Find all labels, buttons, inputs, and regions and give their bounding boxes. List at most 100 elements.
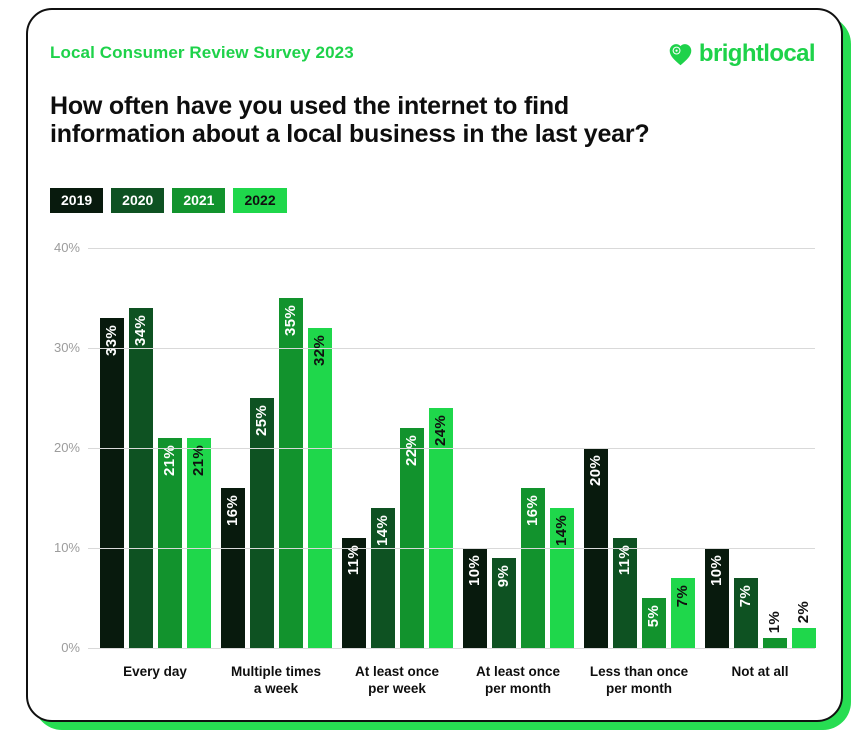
bar-value-label-wrap: 21% xyxy=(187,445,211,476)
bar-value-label: 21% xyxy=(161,445,178,476)
bar-value-label: 25% xyxy=(253,405,270,436)
page-title-line-1: How often have you used the internet to … xyxy=(50,92,569,120)
bar-2022: 21% xyxy=(186,438,211,648)
survey-label: Local Consumer Review Survey 2023 xyxy=(50,43,354,62)
bar-group: 11% 14% 22% 24% xyxy=(341,408,453,648)
bar-2019: 33% xyxy=(99,318,124,648)
bar-2022: 14% xyxy=(549,508,574,648)
bar-2019: 10% xyxy=(704,548,729,648)
bar-value-label: 9% xyxy=(495,565,512,588)
bar-value-label: 22% xyxy=(403,435,420,466)
x-axis-labels: Every day Multiple times a week At least o… xyxy=(88,663,815,697)
bar-2020: 34% xyxy=(128,308,153,648)
bar-2019: 10% xyxy=(462,548,487,648)
heart-pin-icon xyxy=(669,43,692,65)
brand-wordmark: brightlocal xyxy=(698,40,816,67)
bar-value-label-wrap: 2% xyxy=(792,601,816,628)
bar-value-label-wrap: 9% xyxy=(492,565,516,587)
bar-value-label-wrap: 11% xyxy=(342,545,366,575)
chart-legend: 2019 2020 2021 2022 xyxy=(50,188,815,213)
bar-value-label: 1% xyxy=(766,610,783,633)
bar-value-label-wrap: 33% xyxy=(100,325,124,356)
bar-value-label: 21% xyxy=(190,445,207,476)
legend-item-2020: 2020 xyxy=(111,188,165,213)
bar-2020: 9% xyxy=(491,558,516,648)
bar-value-label-wrap: 21% xyxy=(158,445,182,476)
bar-value-label-wrap: 16% xyxy=(521,495,545,526)
bar-value-label: 24% xyxy=(432,415,449,446)
bar-value-label-wrap: 11% xyxy=(613,545,637,575)
bar-value-label: 7% xyxy=(674,585,691,608)
bar-value-label: 35% xyxy=(282,305,299,336)
header: Local Consumer Review Survey 2023 bright… xyxy=(50,40,816,68)
bar-2020: 14% xyxy=(370,508,395,648)
y-axis-tick: 20% xyxy=(53,440,80,455)
plot-area: 33% 34% 21% 21% 16% 25% 35% 32% 11% 14% 22% 24% 10% 9… xyxy=(88,248,816,649)
bar-value-label: 10% xyxy=(708,555,725,586)
bar-2021: 1% xyxy=(762,611,787,648)
bar-groups: 33% 34% 21% 21% 16% 25% 35% 32% 11% 14% 22% 24% 10% 9… xyxy=(88,248,816,648)
bar-value-label-wrap: 10% xyxy=(705,555,729,586)
brand-logo: brightlocal xyxy=(667,40,816,68)
bar-value-label: 33% xyxy=(103,325,120,356)
bar-value-label: 10% xyxy=(466,555,483,586)
bar-value-label: 11% xyxy=(345,545,362,576)
gridline xyxy=(88,348,815,349)
bar-value-label-wrap: 24% xyxy=(429,415,453,446)
bar-value-label: 14% xyxy=(553,515,570,546)
bar-value-label-wrap: 25% xyxy=(250,405,274,436)
bar-2022: 7% xyxy=(670,578,695,648)
bar-value-label-wrap: 1% xyxy=(763,611,787,638)
y-axis-tick: 10% xyxy=(53,540,80,555)
bar-value-label-wrap: 7% xyxy=(671,585,695,607)
y-axis-tick: 0% xyxy=(61,640,80,655)
bar-group: 10% 9% 16% 14% xyxy=(462,488,574,648)
bar-group: 16% 25% 35% 32% xyxy=(220,298,332,648)
category-label: Multiple times a week xyxy=(230,664,321,696)
bar-value-label: 34% xyxy=(132,315,149,346)
category-label: At least once per month xyxy=(475,664,561,696)
bar-value-label: 14% xyxy=(374,515,391,546)
legend-item-2019: 2019 xyxy=(50,188,104,213)
bar-value-label: 32% xyxy=(311,335,328,366)
bar-value-label-wrap: 32% xyxy=(308,335,332,366)
bar-value-label: 5% xyxy=(645,605,662,628)
page-title-line-2: information about a local business in th… xyxy=(50,120,650,148)
bar-2021: 35% xyxy=(278,298,303,648)
bar-value-label: 16% xyxy=(224,495,241,526)
bar-2019: 11% xyxy=(341,538,366,648)
bar-value-label: 11% xyxy=(616,545,633,576)
bar-2020: 25% xyxy=(249,398,274,648)
category-label: Less than once per month xyxy=(589,664,689,696)
bar-value-label-wrap: 34% xyxy=(129,315,153,346)
gridline xyxy=(88,248,815,249)
bar-2021: 16% xyxy=(520,488,545,648)
gridline xyxy=(88,548,815,549)
bar-chart: 40% 30% 20% 10% 0% 33% 34% 21% 21% 16% 25% 35% 32% 1… xyxy=(50,240,816,655)
bar-group: 10% 7% 1% 2% xyxy=(704,548,816,648)
bar-2022: 32% xyxy=(307,328,332,648)
bar-2020: 7% xyxy=(733,578,758,648)
bar-2021: 21% xyxy=(157,438,182,648)
category-label: Every day xyxy=(123,664,187,679)
bar-2019: 16% xyxy=(220,488,245,648)
category-label: At least once per week xyxy=(354,664,440,696)
y-axis: 40% 30% 20% 10% 0% xyxy=(50,240,88,655)
infographic-card: Local Consumer Review Survey 2023 bright… xyxy=(26,8,843,722)
page-title: How often have you used the internet to … xyxy=(50,92,815,148)
bar-value-label-wrap: 14% xyxy=(371,515,395,546)
bar-value-label: 16% xyxy=(524,495,541,526)
bar-2022: 2% xyxy=(791,601,816,648)
bar-value-label-wrap: 35% xyxy=(279,305,303,336)
bar-value-label: 20% xyxy=(587,455,604,486)
gridline xyxy=(88,448,815,449)
y-axis-tick: 40% xyxy=(53,240,80,255)
legend-item-2021: 2021 xyxy=(172,188,226,213)
bar-value-label-wrap: 10% xyxy=(463,555,487,586)
bar-2021: 22% xyxy=(399,428,424,648)
bar-value-label-wrap: 22% xyxy=(400,435,424,466)
bar-value-label: 2% xyxy=(795,600,812,623)
bar-value-label-wrap: 20% xyxy=(584,455,608,486)
bar-value-label: 7% xyxy=(737,585,754,608)
bar-2020: 11% xyxy=(612,538,637,648)
